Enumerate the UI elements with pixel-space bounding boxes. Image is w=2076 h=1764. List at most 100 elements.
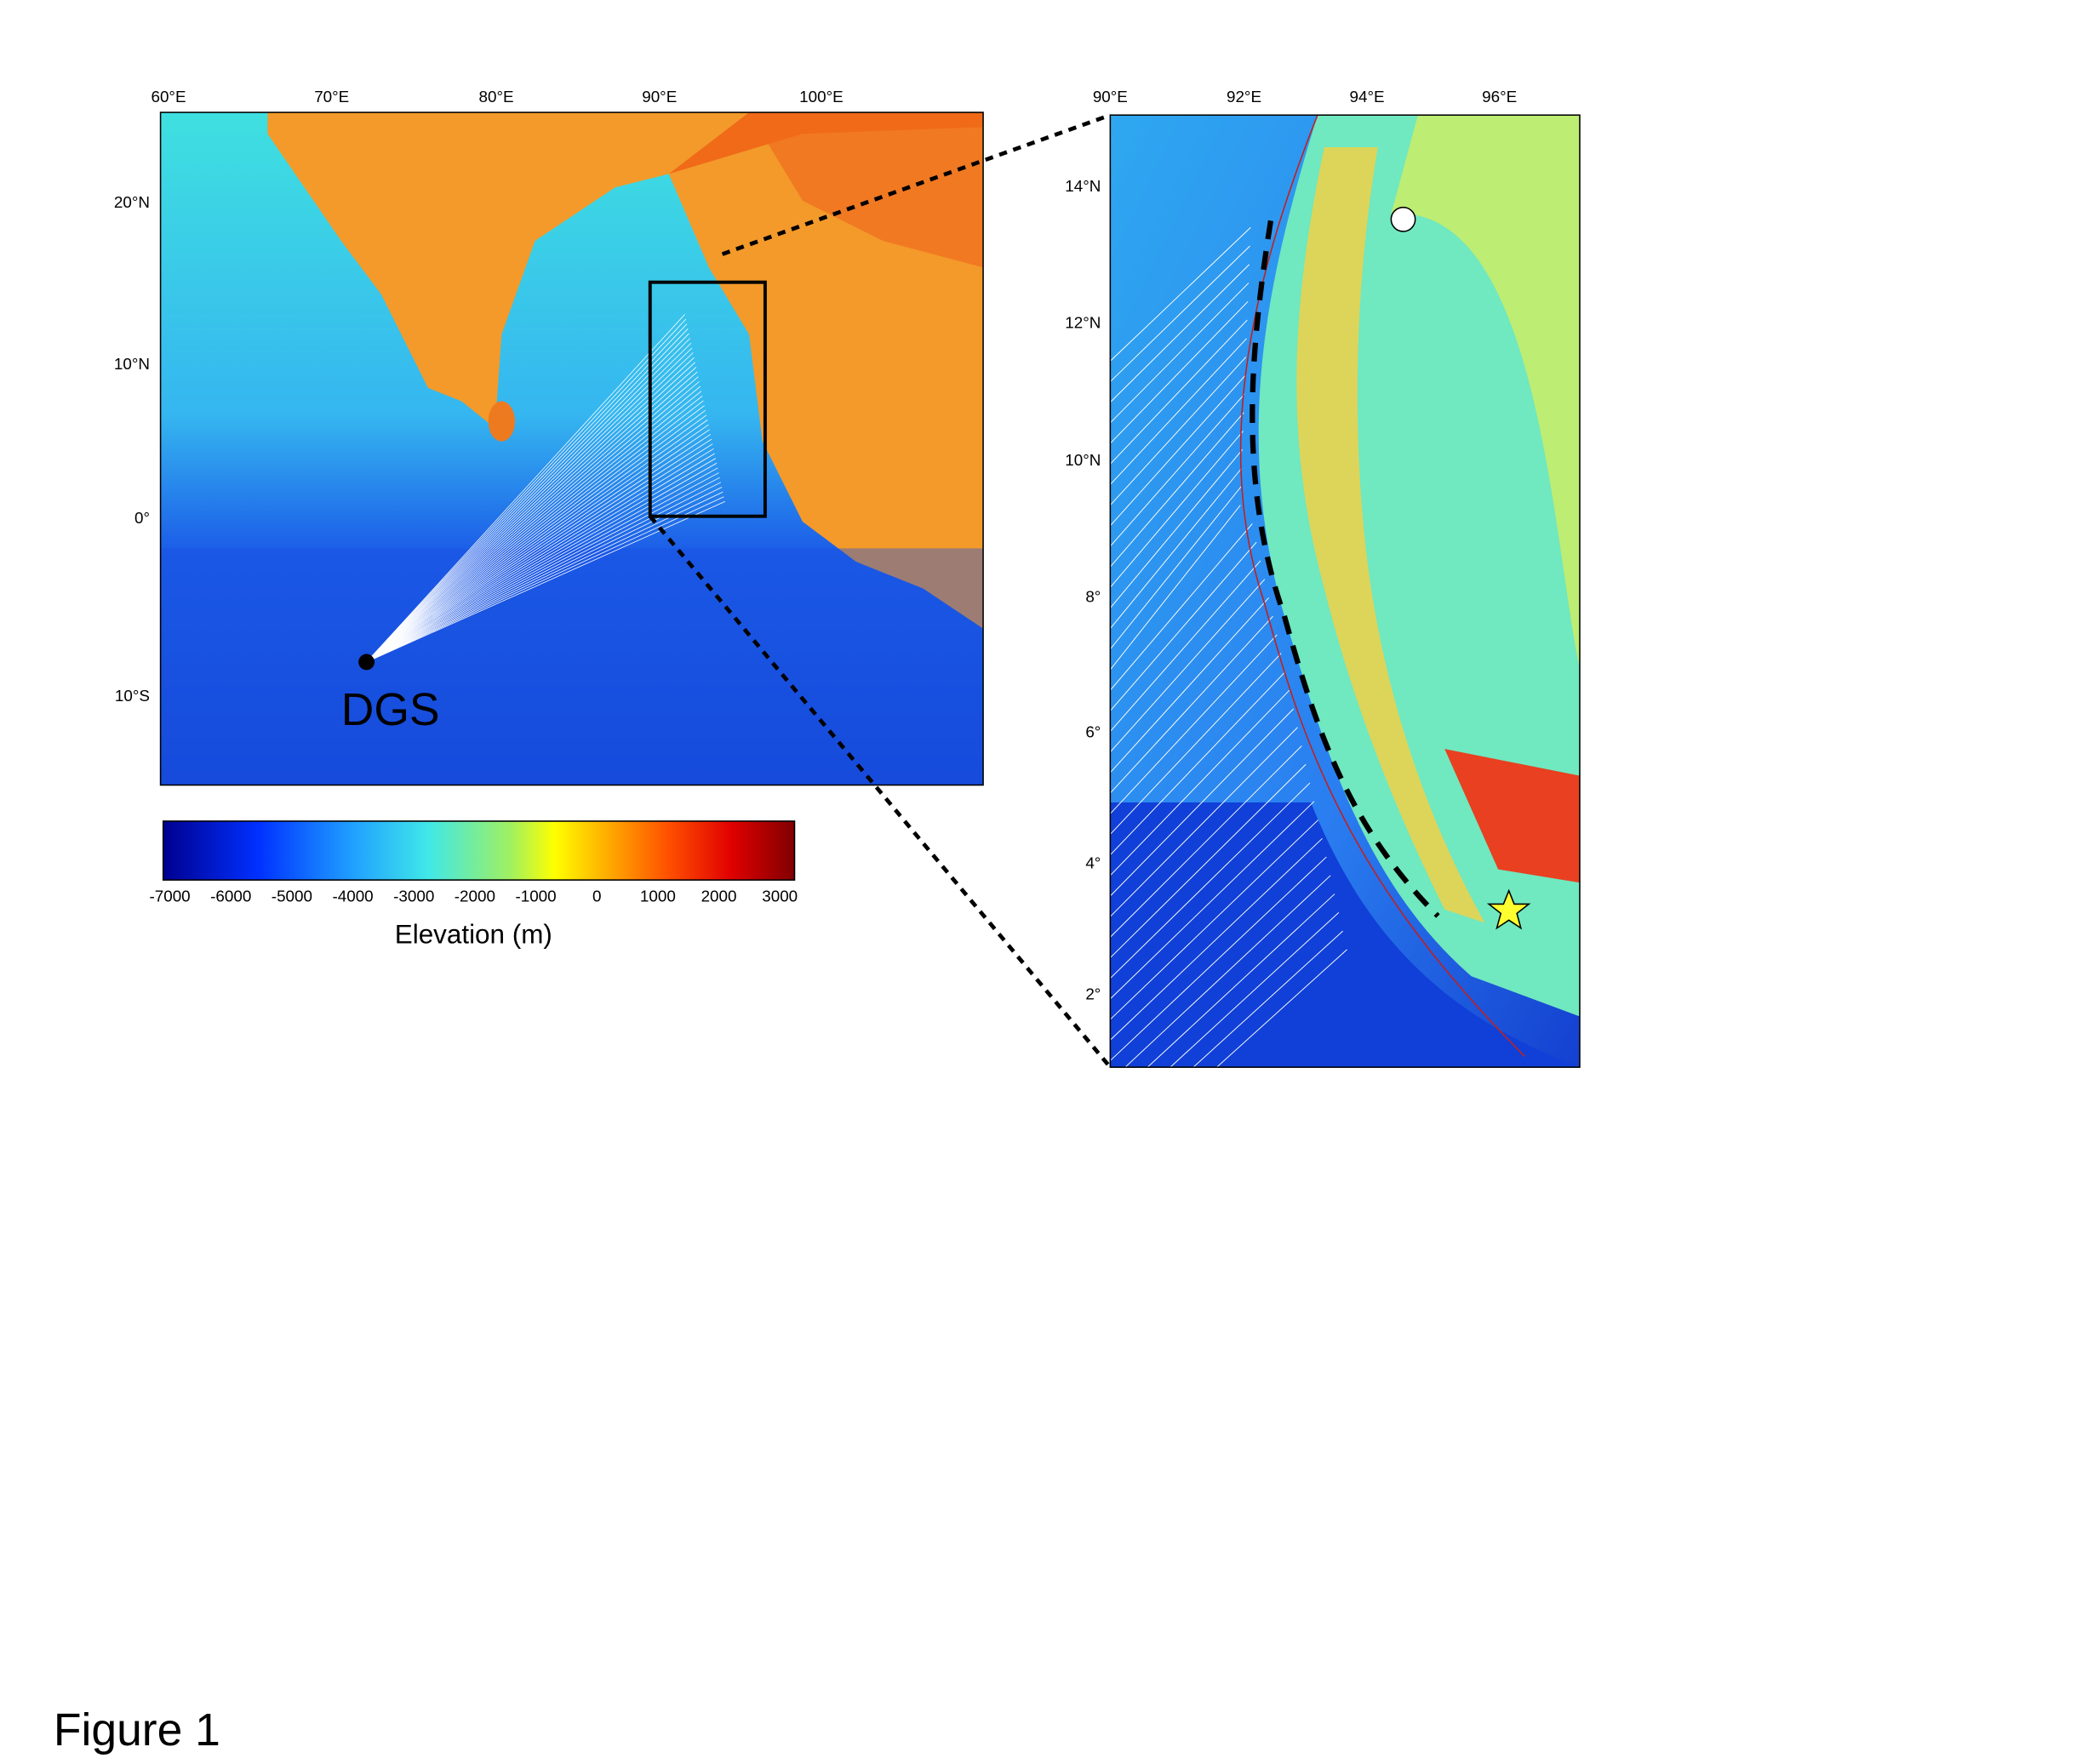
ray — [366, 391, 702, 663]
ray — [1110, 745, 1302, 938]
ray — [1110, 412, 1244, 568]
ray — [1215, 949, 1347, 1068]
ray — [1110, 264, 1250, 403]
colorbar-tick-label: -6000 — [210, 888, 251, 905]
lon-label: 90°E — [642, 88, 677, 106]
ray — [366, 472, 719, 663]
ray — [366, 429, 710, 663]
colorbar-tick-label: -5000 — [272, 888, 312, 905]
ray — [1170, 911, 1340, 1068]
lat-label: 6° — [1085, 722, 1101, 740]
ray — [1110, 597, 1269, 774]
colorbar-tick-label: 1000 — [640, 888, 676, 905]
ray-paths — [366, 314, 725, 663]
zoom-box — [648, 280, 767, 518]
ray — [366, 438, 712, 663]
lat-label: 2° — [1085, 985, 1101, 1002]
right-map — [1110, 115, 1580, 1068]
ray — [366, 477, 720, 663]
ray — [366, 342, 692, 663]
colorbar-tick-label: -2000 — [455, 888, 495, 905]
right-map-frame — [1109, 114, 1581, 1068]
ray — [1110, 689, 1290, 876]
colorbar — [162, 820, 796, 881]
ray — [366, 491, 723, 663]
ray — [1110, 449, 1244, 608]
ray — [1110, 375, 1246, 527]
ray — [1110, 541, 1257, 711]
ray — [366, 323, 688, 663]
lon-label: 70°E — [314, 88, 349, 106]
lon-label: 100°E — [799, 88, 844, 106]
lat-label: 12°N — [1065, 313, 1101, 331]
lat-label: 10°S — [115, 687, 150, 705]
epicenter-star — [1486, 888, 1531, 930]
ray — [1110, 763, 1307, 958]
ray — [366, 443, 713, 663]
ray — [366, 381, 700, 663]
ray — [366, 333, 689, 663]
ray — [366, 462, 718, 663]
colorbar-tick-label: 0 — [592, 888, 601, 905]
ray — [366, 347, 693, 663]
lat-label: 8° — [1085, 588, 1101, 606]
ray — [1110, 634, 1278, 814]
colorbar-tick-label: -1000 — [515, 888, 556, 905]
ray — [1110, 523, 1253, 691]
ray — [366, 405, 705, 663]
ray — [1110, 467, 1243, 629]
ray — [1110, 819, 1318, 1020]
ray — [1110, 300, 1249, 444]
ray — [1110, 856, 1327, 1061]
station-label: DGS — [341, 685, 440, 735]
left-map-frame — [159, 111, 984, 786]
lat-label: 10°N — [1065, 451, 1101, 469]
ray — [366, 453, 715, 663]
ray — [1110, 615, 1273, 794]
caption: Figure 1 — [54, 1705, 220, 1755]
ray — [1110, 505, 1241, 671]
station-marker — [358, 654, 375, 671]
ray — [1110, 486, 1242, 650]
ray — [1110, 283, 1250, 424]
zoom-line — [721, 113, 1112, 256]
colorbar-tick-label: 2000 — [701, 888, 737, 905]
ray — [1110, 560, 1261, 732]
colorbar-tick-label: -7000 — [149, 888, 190, 905]
ray — [366, 338, 690, 663]
colorbar-label: Elevation (m) — [395, 919, 552, 949]
ray — [1110, 671, 1286, 855]
ray — [366, 458, 717, 663]
ray — [366, 400, 704, 663]
ray — [366, 367, 697, 663]
left-map — [160, 112, 984, 785]
ray — [1110, 357, 1247, 505]
ray — [1110, 653, 1282, 835]
ray — [366, 314, 685, 663]
ray-paths — [1110, 226, 1347, 1068]
ray — [366, 496, 724, 663]
lon-label: 60°E — [151, 88, 186, 106]
ray — [366, 352, 694, 663]
ray — [1124, 875, 1331, 1068]
ray — [366, 434, 712, 663]
event-marker — [1390, 206, 1416, 232]
ray — [1110, 801, 1315, 1000]
ray — [1110, 338, 1247, 485]
ray — [366, 328, 689, 663]
lat-label: 4° — [1085, 853, 1101, 871]
rupture-line — [1250, 220, 1440, 918]
trench-line — [1239, 115, 1526, 1058]
ray — [1110, 245, 1250, 382]
lon-label: 94°E — [1350, 88, 1385, 106]
ray — [366, 395, 703, 663]
ray — [366, 376, 699, 663]
ray — [1110, 393, 1245, 547]
labels: 60°E 70°E 80°E 90°E 100°E 20°N 10°N 0° 10°S 90°E 9… — [114, 88, 1517, 1002]
ray — [1192, 930, 1344, 1068]
ray — [366, 482, 722, 663]
ray — [1110, 708, 1294, 897]
ray — [1110, 727, 1298, 917]
